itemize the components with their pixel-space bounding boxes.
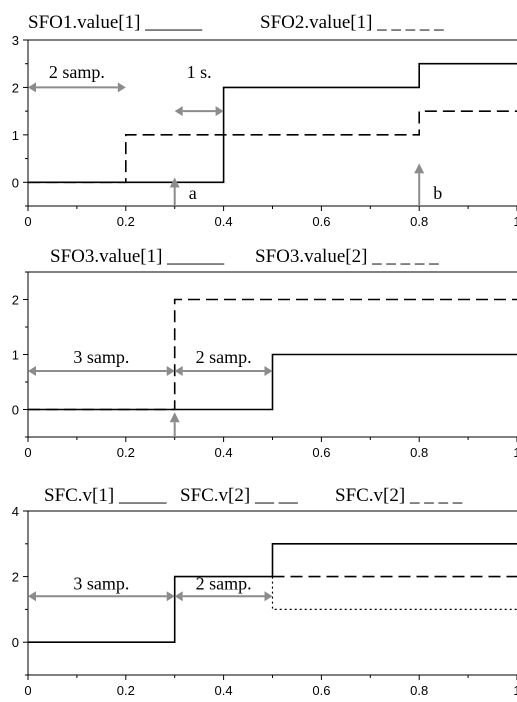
span-arrow-head-right [264,366,273,376]
chart-panel-3: SFC.v[1] _____ SFC.v[2] __ __ SFC.v[2] _ _… [12,485,517,698]
y-tick-label: 0 [12,635,19,650]
legend-entry: SFC.v[1] _____ [44,485,167,506]
chart-panel-2: SFO3.value[1] ______ SFO3.value[2] _ _ _ … [12,246,517,460]
span-arrow-head-right [166,591,175,602]
span-arrow-head-left [174,591,183,602]
y-tick-label: 0 [12,175,19,190]
x-tick-label: 0.2 [117,445,135,460]
x-tick-label: 0 [24,683,31,698]
x-tick-label: 0 [24,214,31,229]
span-arrow-head-right [215,106,224,117]
legend-entry: SFO1.value[1] ______ [28,12,203,33]
marker-arrow-head [169,177,180,188]
y-tick-label: 1 [12,128,19,143]
x-tick-label: 0.8 [410,214,428,229]
x-tick-label: 0 [24,445,31,460]
x-tick-label: 0.6 [312,445,330,460]
series-line-3 [271,576,517,611]
x-tick-label: 0.2 [117,214,135,229]
span-label: 2 samp. [49,62,105,82]
y-tick-label: 3 [12,33,19,48]
x-tick-label: 1 [513,445,517,460]
x-tick-label: 0.8 [410,445,428,460]
y-tick-label: 0 [12,403,19,418]
x-tick-label: 0.6 [312,683,330,698]
legend-entry: SFO3.value[2] _ _ _ _ _ [255,246,439,267]
x-tick-label: 0.2 [117,683,135,698]
series-line-1 [28,542,517,644]
x-tick-label: 0.4 [215,214,233,229]
span-arrow-head-left [174,366,183,376]
x-tick-label: 0.4 [215,445,233,460]
span-arrow-head-left [28,82,36,93]
legend-entry: SFO2.value[1] _ _ _ _ _ [260,12,444,33]
x-tick-label: 0.6 [312,214,330,229]
span-arrow-head-left [174,106,183,117]
marker-label: a [189,183,197,203]
span-arrow-head-left [28,366,36,376]
chart-panel-1: SFO1.value[1] ______ SFO2.value[1] _ _ _ … [12,12,517,229]
span-arrow-head-right [264,591,273,602]
series-line-2 [28,298,517,411]
legend-entry: SFC.v[2] _ _ _ _ [335,485,463,506]
span-label: 3 samp. [73,574,129,594]
legend-entry: SFO3.value[1] ______ [50,246,225,267]
span-label: 3 samp. [73,347,129,367]
span-arrow-head-right [117,82,126,93]
series-line-2 [28,110,517,184]
x-tick-label: 1 [513,214,517,229]
marker-arrow-head [414,163,425,174]
y-tick-label: 2 [12,293,19,308]
y-tick-label: 2 [12,80,19,95]
span-label: 2 samp. [196,347,252,367]
span-label: 2 samp. [196,574,252,594]
marker-label: b [433,183,442,203]
x-tick-label: 0.4 [215,683,233,698]
x-tick-label: 1 [513,683,517,698]
span-arrow-head-right [166,366,175,376]
series-line-1 [28,62,517,184]
marker-arrow-head [169,412,180,423]
y-tick-label: 2 [12,570,19,585]
y-tick-label: 1 [12,348,19,363]
y-tick-label: 4 [12,504,19,519]
x-tick-label: 0.8 [410,683,428,698]
legend-entry: SFC.v[2] __ __ [180,485,298,506]
span-label: 1 s. [187,62,212,82]
series-line-1 [28,353,517,411]
span-arrow-head-left [28,591,36,602]
